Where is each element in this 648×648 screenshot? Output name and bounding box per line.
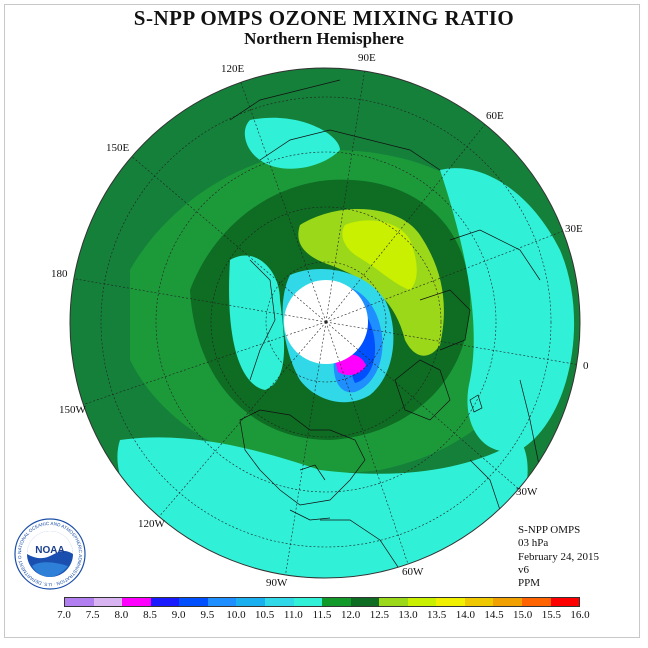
svg-text:NOAA: NOAA — [35, 545, 64, 556]
lon-label-30w: 30W — [516, 486, 538, 498]
colorbar — [64, 597, 580, 607]
colorbar-swatch — [493, 598, 522, 606]
colorbar-tick-label: 9.5 — [200, 609, 215, 621]
colorbar-tick-label: 12.0 — [341, 609, 361, 621]
info-instrument: S-NPP OMPS — [518, 524, 581, 536]
colorbar-swatch — [379, 598, 408, 606]
colorbar-swatch — [150, 598, 180, 606]
colorbar-tick-label: 15.5 — [541, 609, 561, 621]
noaa-logo: NATIONAL OCEANIC AND ATMOSPHERIC ADMINIS… — [14, 518, 86, 590]
colorbar-tick-label: 11.5 — [312, 609, 332, 621]
colorbar-swatch — [436, 598, 465, 606]
lon-label-60w: 60W — [402, 566, 424, 578]
colorbar-tick-label: 10.0 — [226, 609, 246, 621]
colorbar-swatch — [322, 598, 351, 606]
colorbar-tick-label: 8.5 — [143, 609, 157, 621]
colorbar-tick-label: 13.5 — [427, 609, 447, 621]
colorbar-swatch — [350, 598, 380, 606]
colorbar-swatch — [264, 598, 294, 606]
colorbar-tick-label: 16.0 — [570, 609, 590, 621]
coastlines — [229, 79, 541, 578]
field-band-11-west — [229, 255, 285, 390]
colorbar-swatch — [236, 598, 265, 606]
lon-label-0: 0 — [583, 360, 589, 372]
info-level: 03 hPa — [518, 537, 549, 550]
colorbar-tick-label: 11.0 — [283, 609, 303, 621]
lon-label-120w: 120W — [138, 518, 165, 530]
colorbar-tick-label: 14.0 — [455, 609, 475, 621]
info-units: PPM — [518, 577, 541, 590]
colorbar-tick-label: 7.5 — [85, 609, 100, 621]
colorbar-swatch — [293, 598, 323, 606]
map-title: S-NPP OMPS OZONE MIXING RATIO — [133, 6, 515, 30]
colorbar-swatch — [464, 598, 494, 606]
field-band-11-south — [117, 437, 528, 578]
colorbar-swatch — [407, 598, 437, 606]
colorbar-tick-label: 10.5 — [255, 609, 275, 621]
field-band-11-east — [440, 168, 575, 452]
colorbar-swatch — [122, 598, 151, 606]
lon-label-150w: 150W — [59, 404, 86, 416]
field-band-11-north — [244, 117, 340, 169]
info-date: February 24, 2015 — [518, 550, 599, 563]
colorbar-swatch — [550, 598, 580, 606]
colorbar-tick-label: 14.5 — [484, 609, 504, 621]
lon-label-150e: 150E — [106, 142, 130, 154]
lon-label-90w: 90W — [266, 577, 288, 589]
info-block: S-NPP OMPS 03 hPa February 24, 2015 v6 P… — [518, 524, 599, 590]
lon-label-180: 180 — [51, 268, 68, 280]
info-version: v6 — [518, 563, 529, 576]
lon-label-30e: 30E — [565, 223, 583, 235]
colorbar-tick-label: 15.0 — [513, 609, 533, 621]
lon-label-90e: 90E — [358, 52, 376, 64]
colorbar-tick-label: 7.0 — [57, 609, 71, 621]
colorbar-swatch — [179, 598, 208, 606]
colorbar-tick-label: 12.5 — [369, 609, 389, 621]
colorbar-tick-label: 8.0 — [114, 609, 129, 621]
colorbar-swatch — [65, 598, 94, 606]
map-border — [69, 67, 581, 579]
colorbar-swatch — [522, 598, 551, 606]
figure-frame — [4, 4, 640, 638]
colorbar-swatch — [207, 598, 237, 606]
colorbar-tick-label: 9.0 — [171, 609, 186, 621]
graticule — [70, 68, 580, 578]
colorbar-swatch — [93, 598, 123, 606]
map-subtitle: Northern Hemisphere — [244, 29, 404, 48]
colorbar-tick-label: 13.0 — [398, 609, 418, 621]
lon-label-60e: 60E — [486, 110, 504, 122]
lon-label-120e: 120E — [221, 63, 245, 75]
